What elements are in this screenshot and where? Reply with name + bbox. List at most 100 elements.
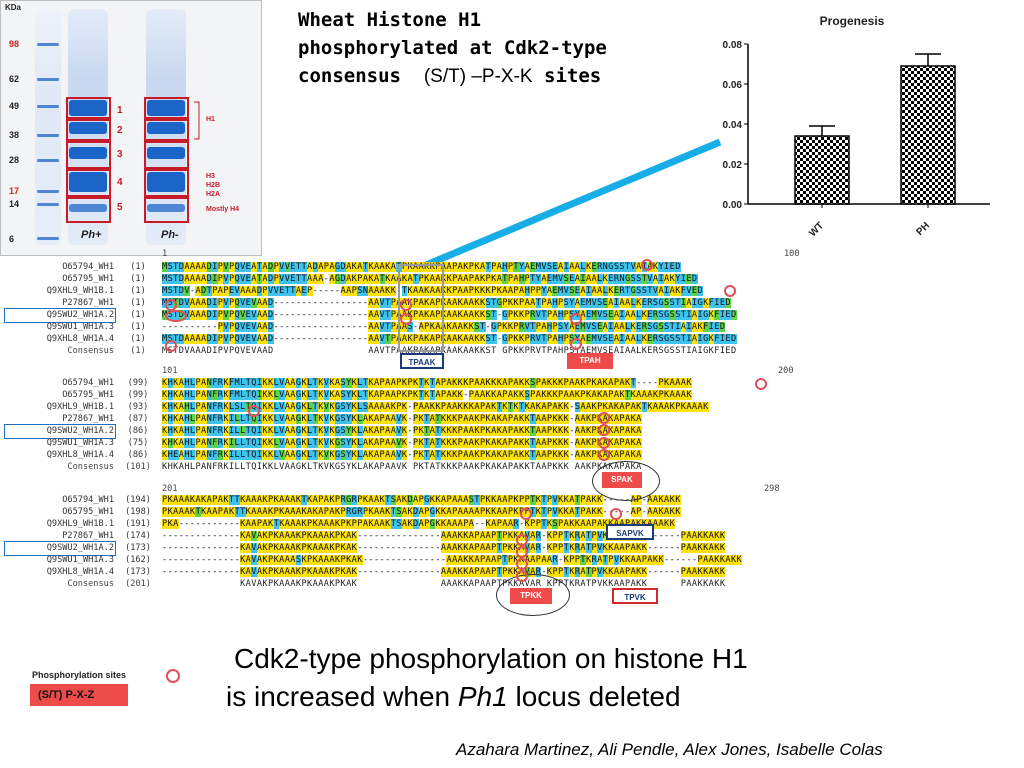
legend-motif: (S/T) P-X-Z: [30, 684, 128, 706]
lane-label-ph-plus: Ph+: [81, 229, 102, 241]
sequence-residues: MSTDVAAADIPVPQVEVAAD-----------------AAV…: [162, 310, 737, 320]
lane-label-ph-minus: Ph-: [161, 229, 179, 241]
sequence-residues: --------------KAVAKPKAAASKPKAAAKPKAK----…: [162, 555, 743, 565]
sequence-name: Q9SWU1_WH1A.3: [46, 438, 114, 448]
sequence-residues: PKAAAKAKAPAKTTKAAAKPKAAAKTKAPAKPRGRPKAAK…: [162, 495, 681, 505]
sequence-residues: KHKAHLPANFRKILLTQIKKLVAAGKLTKVKGSYKLAKAP…: [162, 438, 642, 448]
gel-marker-label: 62: [9, 74, 20, 84]
sequence-name: Q9XHL9_WH1B.1: [46, 286, 114, 296]
sequence-name: P27867_WH1: [62, 414, 114, 424]
y-tick-label: 0.06: [723, 80, 743, 91]
block1-end: 100: [784, 249, 800, 259]
phospho-site-circle: [520, 508, 532, 520]
chart-title: Progenesis: [820, 14, 885, 28]
slide-title: Wheat Histone H1 phosphorylated at Cdk2-…: [298, 6, 718, 91]
gel-marker-label: 38: [9, 130, 20, 140]
sequence-residues: KHKAHLPANFRKILLTQIKKLVAAGKLTKVKGSYKLAKAP…: [162, 426, 642, 436]
band-box: [144, 169, 189, 197]
band-box: [66, 119, 111, 141]
sequence-name: Q9XHL8_WH1A.4: [46, 450, 114, 460]
sequence-residues: PKA-----------KAAPAKTKAAAKPKAAAKPKPPAKAA…: [162, 519, 676, 529]
marker-band: [37, 105, 59, 108]
sequence-residues: ----------PVPQVEVAAD-----------------AAV…: [162, 322, 726, 332]
sequence-residues: KHKAHLPANFRKFMLTQIKKLVAAGKLTKVKASYKLTKAP…: [162, 378, 692, 388]
sequence-name: Q9SWU2_WH1A.2: [4, 308, 116, 323]
sequence-position: (1): [130, 322, 146, 332]
bar-ph: [900, 65, 956, 205]
conclusion-line-1: Cdk2-type phosphorylation on histone H1: [234, 643, 748, 674]
phospho-site-circle: [400, 299, 412, 311]
sequence-name: Q9XHL9_WH1B.1: [46, 519, 114, 529]
gel-marker-label: 49: [9, 101, 20, 111]
authors: Azahara Martinez, Ali Pendle, Alex Jones…: [456, 740, 883, 759]
protein-band: [147, 204, 185, 212]
motif-tpvk: TPVK: [612, 588, 658, 604]
sequence-position: (191): [125, 519, 151, 529]
marker-band: [37, 203, 59, 206]
sequence-position: (99): [127, 378, 149, 388]
protein-band: [69, 100, 107, 116]
sequence-name: Q9XHL8_WH1A.4: [46, 567, 114, 577]
x-tick-label: PH: [915, 220, 933, 238]
y-tick-label: 0.08: [723, 40, 743, 51]
title-line-3c: sites: [544, 65, 602, 87]
sequence-residues: KHKAHLPANFRKLSLTQIKKLVAAGKLTKVKGSYKLSAAA…: [162, 402, 709, 412]
gel-image: KDa 98 62 49 38 28 17 14 6 1 2 3 4 5 H1 …: [0, 0, 262, 256]
band-box: [66, 197, 111, 223]
sequence-name: Q9SWU1_WH1A.3: [46, 322, 114, 332]
gel-marker-label: 28: [9, 155, 20, 165]
sequence-position: (1): [130, 310, 146, 320]
sequence-residues: MSTDVAAADIPVPQVEVAAD-----------------AAV…: [162, 298, 731, 308]
marker-band: [37, 134, 59, 137]
sequence-residues: KHKAHLPANFRKILLTQIKKLVAAGKLTKVKGSYKLAKAP…: [162, 462, 642, 472]
phospho-site-circle: [641, 259, 653, 271]
y-tick-label: 0.00: [723, 200, 743, 211]
motif-tpkk: TPKK: [510, 588, 552, 604]
band-box: [144, 141, 189, 169]
sequence-position: (75): [127, 438, 149, 448]
sequence-name: Q9SWU2_WH1A.2: [4, 541, 116, 556]
band-box: [144, 197, 189, 223]
legend-circle-icon: [166, 669, 180, 683]
sequence-position: (173): [125, 567, 151, 577]
sequence-position: (173): [125, 543, 151, 553]
motif-tpah: TPAH: [567, 353, 613, 369]
spak-ellipse: [592, 461, 660, 501]
h2a-label: H2A: [206, 191, 221, 198]
gel-kda-label: KDa: [5, 3, 22, 12]
block1-start: 1: [162, 249, 168, 259]
conclusion-text: Cdk2-type phosphorylation on histone H1 …: [226, 640, 926, 716]
h1-label: H1: [206, 116, 215, 123]
motif-spak: SPAK: [602, 472, 642, 488]
sequence-residues: MSTDAAAADIPVPQVEVAAD-----------------AAV…: [162, 334, 737, 344]
progenesis-chart: Progenesis 0.00 0.02 0.04 0.06 0.08 WT PH: [704, 8, 1004, 258]
sequence-name: O65794_WH1: [62, 378, 114, 388]
conclusion-line-2: is increased when Ph1 locus deleted: [226, 678, 926, 716]
band-box: [66, 97, 111, 119]
phospho-site-circle: [516, 558, 528, 570]
sequence-position: (1): [130, 298, 146, 308]
band-number: 5: [117, 202, 123, 213]
protein-band: [147, 122, 185, 134]
phospho-site-circle: [570, 313, 582, 325]
protein-band: [69, 122, 107, 134]
conclusion-line-2a: is increased when: [226, 681, 451, 712]
sequence-position: (1): [130, 262, 146, 272]
sequence-position: (162): [125, 555, 151, 565]
marker-band: [37, 190, 59, 193]
title-line-1: Wheat Histone H1: [298, 9, 482, 31]
sequence-name: Q9XHL9_WH1B.1: [46, 402, 114, 412]
sequence-name: Q9SWU1_WH1A.3: [46, 555, 114, 565]
chart-svg: Progenesis 0.00 0.02 0.04 0.06 0.08 WT PH: [723, 14, 990, 239]
gel-marker-label: 98: [9, 39, 20, 49]
sequence-residues: MSTDAAAADIPVPQVEATADPVVETTAAA-AGDAKPAKAT…: [162, 274, 698, 284]
phospho-site-circle: [755, 378, 767, 390]
band-box: [66, 141, 111, 169]
y-tick-label: 0.04: [723, 120, 743, 131]
conclusion-ph1: Ph1: [457, 681, 508, 712]
phospho-site-circle: [610, 508, 622, 520]
phospho-site-circle: [598, 424, 610, 436]
sequence-position: (86): [127, 426, 149, 436]
legend-title: Phosphorylation sites: [32, 670, 127, 680]
h1-bracket: [194, 101, 200, 140]
